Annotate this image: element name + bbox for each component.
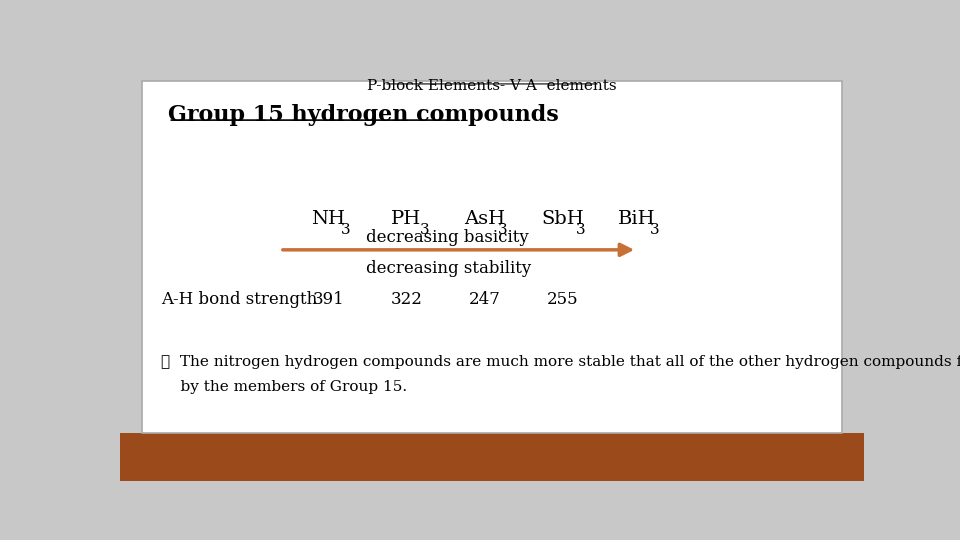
Text: SbH: SbH	[541, 210, 584, 228]
Text: by the members of Group 15.: by the members of Group 15.	[161, 380, 407, 394]
Text: 322: 322	[391, 291, 422, 308]
Text: NH: NH	[311, 210, 346, 228]
Text: decreasing basicity: decreasing basicity	[366, 229, 528, 246]
Text: AsH: AsH	[464, 210, 505, 228]
Text: 3: 3	[650, 223, 660, 237]
Text: BiH: BiH	[618, 210, 656, 228]
Text: 255: 255	[547, 291, 579, 308]
Text: P-block Elements- V A  elements: P-block Elements- V A elements	[367, 79, 617, 93]
Text: decreasing stability: decreasing stability	[366, 260, 531, 277]
Text: PH: PH	[392, 210, 421, 228]
Text: ❖  The nitrogen hydrogen compounds are much more stable that all of the other hy: ❖ The nitrogen hydrogen compounds are mu…	[161, 355, 960, 369]
FancyBboxPatch shape	[142, 82, 842, 433]
Text: Group 15 hydrogen compounds: Group 15 hydrogen compounds	[168, 104, 559, 126]
FancyBboxPatch shape	[120, 433, 864, 481]
Text: A-H bond strength: A-H bond strength	[161, 291, 317, 308]
Text: 391: 391	[312, 291, 345, 308]
Text: 3: 3	[342, 223, 351, 237]
Text: 247: 247	[468, 291, 500, 308]
Text: 3: 3	[420, 223, 429, 237]
Text: 3: 3	[497, 223, 507, 237]
Text: 3: 3	[576, 223, 586, 237]
